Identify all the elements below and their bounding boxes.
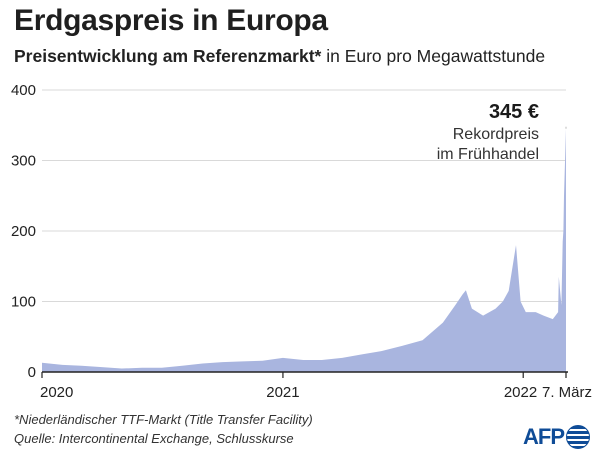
afp-logo-text: AFP xyxy=(523,424,565,449)
record-value-label: 345 € xyxy=(489,101,539,123)
y-tick-label: 400 xyxy=(11,82,36,99)
y-tick-labels: 0 100 200 300 400 xyxy=(11,82,36,381)
price-area xyxy=(42,128,566,372)
globe-icon xyxy=(566,425,590,449)
subtitle-unit: in Euro pro Megawattstunde xyxy=(321,46,546,66)
footnote-market: *Niederländischer TTF-Markt (Title Trans… xyxy=(14,412,313,427)
record-label-line2: im Frühhandel xyxy=(437,146,539,163)
x-tick-label: 2020 xyxy=(40,384,73,401)
x-ticks: 2020 2021 2022 7. März xyxy=(40,372,592,401)
grid-lines xyxy=(42,89,566,302)
y-tick-label: 100 xyxy=(11,294,36,311)
chart-subtitle: Preisentwicklung am Referenzmarkt* in Eu… xyxy=(14,46,545,67)
chart-title: Erdgaspreis in Europa xyxy=(14,4,328,37)
record-label-line1: Rekordpreis xyxy=(453,126,539,143)
y-tick-label: 300 xyxy=(11,153,36,170)
footnote-source: Quelle: Intercontinental Exchange, Schlu… xyxy=(14,431,294,446)
afp-logo: AFP xyxy=(523,424,590,450)
y-tick-label: 200 xyxy=(11,223,36,240)
subtitle-bold: Preisentwicklung am Referenzmarkt* xyxy=(14,46,322,66)
y-tick-label: 0 xyxy=(28,364,36,381)
x-tick-label: 2021 xyxy=(266,384,299,401)
x-tick-label: 7. März xyxy=(542,384,592,401)
x-tick-label: 2022 xyxy=(504,384,537,401)
